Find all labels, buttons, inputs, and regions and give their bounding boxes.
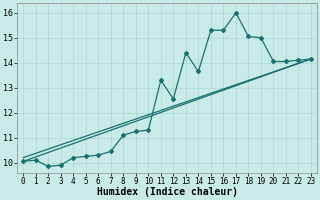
X-axis label: Humidex (Indice chaleur): Humidex (Indice chaleur) xyxy=(97,187,237,197)
